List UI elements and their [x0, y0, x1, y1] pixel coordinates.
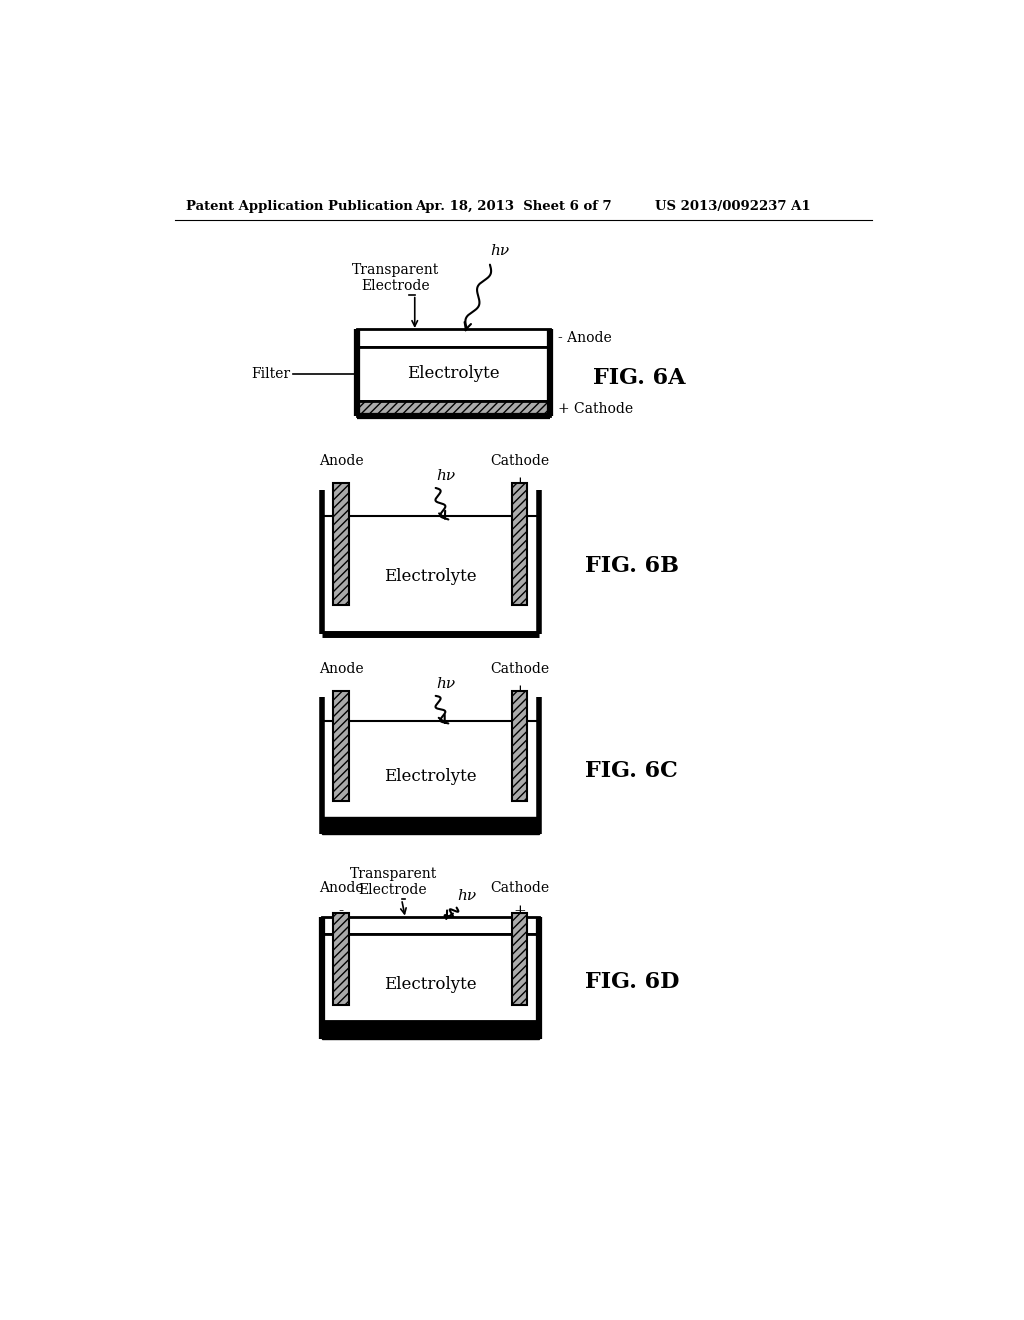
Text: -: -	[339, 477, 344, 490]
Text: Electrolyte: Electrolyte	[408, 366, 500, 383]
Text: +: +	[513, 477, 525, 490]
Text: Electrolyte: Electrolyte	[384, 977, 476, 994]
Text: Patent Application Publication: Patent Application Publication	[186, 199, 413, 213]
Bar	[334, 483, 349, 605]
Text: Cathode: Cathode	[489, 661, 549, 676]
Text: Cathode: Cathode	[489, 882, 549, 895]
Bar	[512, 483, 527, 605]
Text: -: -	[339, 684, 344, 698]
Text: FIG. 6A: FIG. 6A	[593, 367, 685, 389]
Text: Apr. 18, 2013  Sheet 6 of 7: Apr. 18, 2013 Sheet 6 of 7	[415, 199, 611, 213]
Bar	[356, 330, 550, 347]
Text: Electrolyte: Electrolyte	[384, 768, 476, 785]
Text: Anode: Anode	[318, 454, 364, 469]
Text: +: +	[513, 684, 525, 698]
Text: -: -	[339, 904, 344, 917]
Text: US 2013/0092237 A1: US 2013/0092237 A1	[655, 199, 811, 213]
Text: Anode: Anode	[318, 882, 364, 895]
Bar	[512, 692, 527, 801]
Bar	[356, 401, 550, 416]
Text: FIG. 6B: FIG. 6B	[586, 556, 679, 578]
Text: Cathode: Cathode	[489, 454, 549, 469]
Text: hν: hν	[436, 677, 456, 692]
Text: FIG. 6C: FIG. 6C	[586, 759, 678, 781]
Bar	[322, 1020, 539, 1039]
Text: + Cathode: + Cathode	[558, 401, 633, 416]
Text: Transparent
Electrode: Transparent Electrode	[349, 867, 436, 898]
Bar	[322, 817, 539, 834]
Text: Filter: Filter	[252, 367, 291, 381]
Text: hν: hν	[458, 890, 476, 903]
Text: hν: hν	[436, 470, 456, 483]
Text: Anode: Anode	[318, 661, 364, 676]
Text: Transparent
Electrode: Transparent Electrode	[352, 263, 439, 293]
Text: Electrolyte: Electrolyte	[384, 568, 476, 585]
Text: - Anode: - Anode	[558, 331, 612, 346]
Bar	[334, 692, 349, 801]
Bar	[322, 917, 539, 933]
Bar	[322, 933, 539, 1020]
Bar	[356, 347, 550, 401]
Text: +: +	[513, 904, 525, 917]
Bar	[512, 913, 527, 1006]
Text: FIG. 6D: FIG. 6D	[586, 972, 680, 994]
Bar	[334, 913, 349, 1006]
Text: hν: hν	[490, 244, 510, 257]
